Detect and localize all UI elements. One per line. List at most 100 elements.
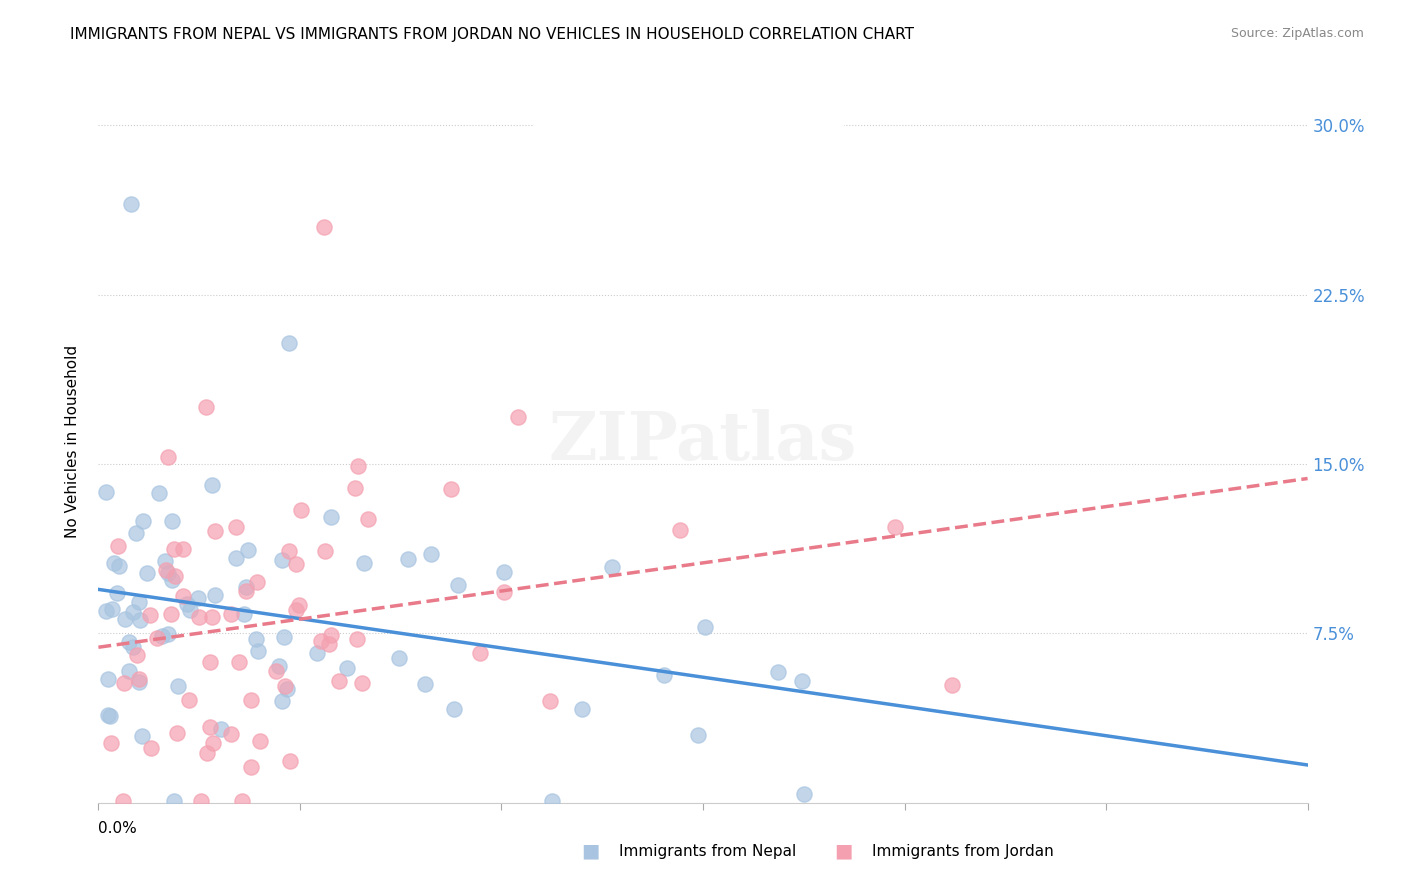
Point [941, 678, 963, 692]
Point [319, 510, 342, 524]
Point [112, 676, 135, 690]
Point [160, 607, 183, 622]
Text: Immigrants from Jordan: Immigrants from Jordan [872, 845, 1053, 859]
Point [128, 613, 150, 627]
Point [114, 612, 136, 626]
Point [508, 409, 530, 424]
Point [343, 481, 366, 495]
Point [346, 632, 368, 646]
Point [97, 707, 120, 722]
Point [290, 503, 312, 517]
Point [100, 709, 122, 723]
Point [200, 655, 222, 669]
Point [792, 673, 814, 688]
Point [246, 575, 269, 590]
Text: ■: ■ [834, 841, 853, 860]
Point [204, 524, 226, 538]
Point [314, 220, 336, 235]
Point [443, 702, 465, 716]
Point [150, 629, 173, 643]
Point [121, 640, 143, 654]
Text: ■: ■ [581, 841, 600, 860]
Point [669, 523, 692, 537]
Point [172, 589, 194, 603]
Point [190, 793, 212, 807]
Point [413, 677, 436, 691]
Point [245, 632, 267, 646]
Point [273, 679, 295, 693]
Point [100, 736, 122, 750]
Text: IMMIGRANTS FROM NEPAL VS IMMIGRANTS FROM JORDAN NO VEHICLES IN HOUSEHOLD CORRELA: IMMIGRANTS FROM NEPAL VS IMMIGRANTS FROM… [70, 27, 914, 42]
Point [97, 673, 120, 687]
Point [335, 661, 357, 675]
Point [271, 694, 294, 708]
Point [246, 644, 269, 658]
Point [318, 637, 340, 651]
Point [155, 563, 177, 577]
Point [103, 556, 125, 570]
Text: 0.0%: 0.0% [98, 821, 138, 836]
Text: R = -0.386  N = 69: R = -0.386 N = 69 [596, 84, 741, 99]
Point [128, 675, 150, 690]
Point [353, 556, 375, 570]
Point [204, 588, 226, 602]
Point [276, 681, 298, 696]
Point [148, 486, 170, 500]
Point [388, 651, 411, 665]
Point [96, 604, 118, 618]
Point [187, 591, 209, 606]
Point [883, 520, 905, 534]
Point [118, 664, 141, 678]
Point [160, 514, 183, 528]
Point [163, 793, 186, 807]
Point [157, 627, 180, 641]
Point [139, 607, 162, 622]
Point [125, 526, 148, 541]
Point [166, 725, 188, 739]
Point [165, 569, 187, 583]
Point [127, 648, 149, 662]
Text: Source: ZipAtlas.com: Source: ZipAtlas.com [1230, 27, 1364, 40]
Point [177, 693, 200, 707]
Point [195, 746, 218, 760]
Point [101, 601, 124, 615]
Point [128, 672, 150, 686]
Point [107, 540, 129, 554]
FancyBboxPatch shape [529, 61, 849, 171]
Point [311, 633, 333, 648]
Bar [547, 75, 583, 107]
Point [131, 729, 153, 743]
Point [264, 665, 287, 679]
Point [357, 512, 380, 526]
Point [328, 674, 350, 689]
Point [235, 580, 257, 594]
Text: Immigrants from Nepal: Immigrants from Nepal [619, 845, 796, 859]
Point [153, 554, 176, 568]
Point [232, 607, 254, 621]
Point [350, 676, 373, 690]
Point [209, 723, 232, 737]
Point [195, 400, 218, 414]
Point [492, 565, 515, 579]
Point [157, 450, 180, 465]
Point [231, 793, 253, 807]
Point [541, 793, 564, 807]
Point [132, 514, 155, 528]
Text: ZIPatlas: ZIPatlas [548, 409, 858, 474]
Point [228, 655, 250, 669]
Point [600, 559, 623, 574]
Point [278, 754, 301, 768]
Point [139, 740, 162, 755]
Y-axis label: No Vehicles in Household: No Vehicles in Household [65, 345, 80, 538]
Point [120, 197, 142, 211]
Point [118, 635, 141, 649]
Point [447, 578, 470, 592]
Point [240, 760, 263, 774]
Point [225, 550, 247, 565]
Point [108, 558, 131, 573]
Point [571, 701, 593, 715]
Point [686, 728, 709, 742]
Point [156, 566, 179, 580]
Point [112, 793, 135, 807]
Point [200, 721, 222, 735]
